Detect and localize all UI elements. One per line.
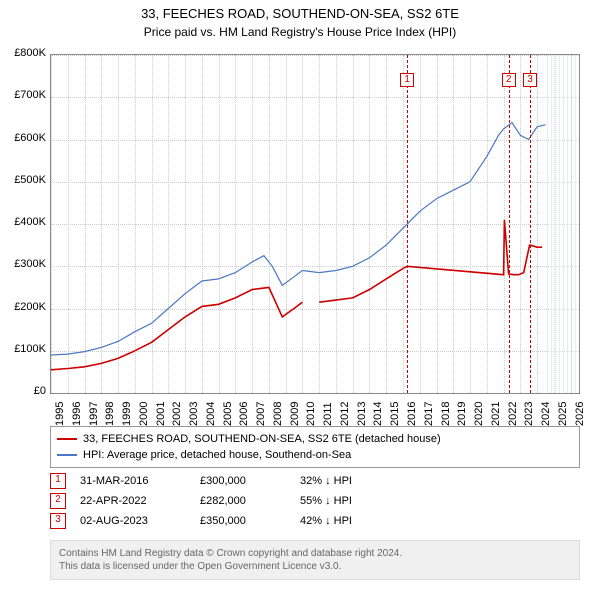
- x-tick-label: 2004: [205, 402, 217, 426]
- x-tick-label: 2020: [473, 402, 485, 426]
- event-marker-1: 1: [50, 473, 66, 489]
- x-tick-label: 2011: [322, 402, 334, 426]
- event-row-3: 3 02-AUG-2023£350,00042% ↓ HPI: [50, 511, 580, 531]
- chart-title: 33, FEECHES ROAD, SOUTHEND-ON-SEA, SS2 6…: [0, 6, 600, 23]
- x-tick-label: 2018: [440, 402, 452, 426]
- x-tick-label: 1998: [104, 402, 116, 426]
- event-date: 31-MAR-2016: [80, 475, 200, 487]
- x-tick-label: 2017: [423, 402, 435, 426]
- x-tick-label: 2025: [557, 402, 569, 426]
- legend-swatch-property: [57, 438, 77, 440]
- x-tick-label: 1995: [54, 402, 66, 426]
- x-tick-label: 2003: [188, 402, 200, 426]
- x-tick-label: 2021: [490, 402, 502, 426]
- y-tick-label: £200K: [2, 301, 46, 313]
- event-marker-2: 2: [50, 493, 66, 509]
- event-date: 22-APR-2022: [80, 495, 200, 507]
- x-tick-label: 2024: [540, 402, 552, 426]
- legend: 33, FEECHES ROAD, SOUTHEND-ON-SEA, SS2 6…: [50, 426, 580, 468]
- y-tick-label: £300K: [2, 258, 46, 270]
- y-tick-label: £700K: [2, 89, 46, 101]
- legend-label-property: 33, FEECHES ROAD, SOUTHEND-ON-SEA, SS2 6…: [83, 433, 441, 445]
- legend-swatch-hpi: [57, 454, 77, 456]
- y-tick-label: £800K: [2, 47, 46, 59]
- y-tick-label: £600K: [2, 132, 46, 144]
- events-table: 1 31-MAR-2016£300,00032% ↓ HPI 2 22-APR-202…: [50, 471, 580, 531]
- x-tick-label: 2015: [389, 402, 401, 426]
- x-tick-label: 1997: [88, 402, 100, 426]
- y-tick-label: £400K: [2, 216, 46, 228]
- series-property: [51, 220, 542, 370]
- x-tick-label: 2022: [507, 402, 519, 426]
- event-date: 02-AUG-2023: [80, 515, 200, 527]
- x-tick-label: 1999: [121, 402, 133, 426]
- legend-row-hpi: HPI: Average price, detached house, Sout…: [57, 447, 573, 463]
- event-diff: 32% ↓ HPI: [300, 475, 400, 487]
- legend-row-property: 33, FEECHES ROAD, SOUTHEND-ON-SEA, SS2 6…: [57, 431, 573, 447]
- x-tick-label: 2026: [574, 402, 586, 426]
- event-diff: 55% ↓ HPI: [300, 495, 400, 507]
- event-marker-3: 3: [50, 513, 66, 529]
- footnote-line2: This data is licensed under the Open Gov…: [59, 560, 571, 573]
- y-tick-label: £0: [2, 385, 46, 397]
- plot-area: 1 23: [50, 54, 580, 394]
- marker-box-3: 3: [523, 73, 537, 87]
- marker-line-2: [509, 55, 510, 393]
- marker-line-1: [407, 55, 408, 393]
- x-tick-label: 2016: [406, 402, 418, 426]
- x-tick-label: 2012: [339, 402, 351, 426]
- x-tick-label: 2000: [138, 402, 150, 426]
- x-tick-label: 2001: [155, 402, 167, 426]
- x-tick-label: 2019: [456, 402, 468, 426]
- x-tick-label: 2023: [523, 402, 535, 426]
- event-diff: 42% ↓ HPI: [300, 515, 400, 527]
- x-tick-label: 2014: [372, 402, 384, 426]
- x-tick-label: 2007: [255, 402, 267, 426]
- x-tick-label: 2005: [222, 402, 234, 426]
- marker-box-1: 1: [400, 73, 414, 87]
- footnote-line1: Contains HM Land Registry data © Crown c…: [59, 547, 571, 560]
- event-price: £282,000: [200, 495, 300, 507]
- x-tick-label: 2010: [305, 402, 317, 426]
- x-tick-label: 2006: [238, 402, 250, 426]
- marker-line-3: [530, 55, 531, 393]
- marker-box-2: 2: [502, 73, 516, 87]
- chart-subtitle: Price paid vs. HM Land Registry's House …: [0, 25, 600, 39]
- x-tick-label: 2013: [356, 402, 368, 426]
- event-row-1: 1 31-MAR-2016£300,00032% ↓ HPI: [50, 471, 580, 491]
- y-tick-label: £500K: [2, 174, 46, 186]
- x-tick-label: 2009: [289, 402, 301, 426]
- event-price: £350,000: [200, 515, 300, 527]
- footnote: Contains HM Land Registry data © Crown c…: [50, 540, 580, 580]
- series-hpi: [51, 123, 546, 355]
- legend-label-hpi: HPI: Average price, detached house, Sout…: [83, 449, 351, 461]
- event-price: £300,000: [200, 475, 300, 487]
- x-tick-label: 2002: [171, 402, 183, 426]
- event-row-2: 2 22-APR-2022£282,00055% ↓ HPI: [50, 491, 580, 511]
- chart-container: 33, FEECHES ROAD, SOUTHEND-ON-SEA, SS2 6…: [0, 6, 600, 596]
- x-tick-label: 2008: [272, 402, 284, 426]
- x-tick-label: 1996: [71, 402, 83, 426]
- y-tick-label: £100K: [2, 343, 46, 355]
